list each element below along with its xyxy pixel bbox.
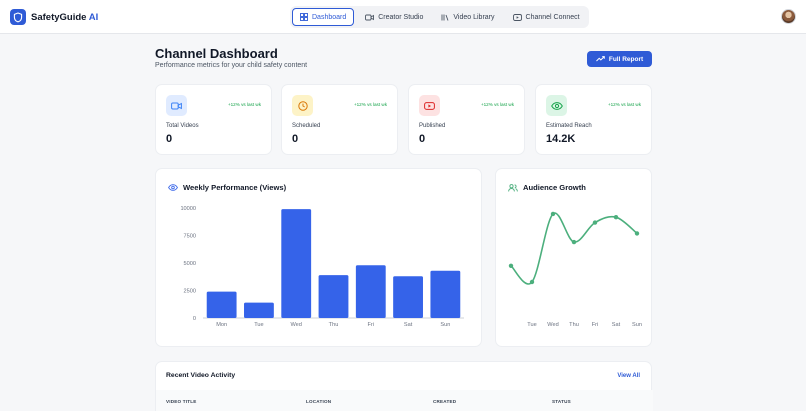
- stat-label: Scheduled: [292, 123, 321, 129]
- data-point: [508, 263, 514, 268]
- stat-card-scheduled: +12% vs last wk Scheduled 0: [281, 84, 398, 155]
- nav-video-library-label: Video Library: [453, 13, 495, 21]
- nav-dashboard-label: Dashboard: [312, 13, 347, 21]
- stat-trend: +12% vs last wk: [227, 102, 261, 107]
- video-icon: [166, 95, 187, 116]
- bar: [430, 270, 461, 318]
- x-tick-label: Tue: [254, 322, 263, 328]
- library-icon: [441, 14, 449, 21]
- avatar[interactable]: [781, 9, 796, 24]
- top-bar: SafetyGuide AI Dashboard Creator Studio …: [0, 0, 806, 34]
- stat-trend: +12% vs last wk: [480, 102, 514, 107]
- x-tick-label: Thu: [569, 322, 579, 328]
- data-point: [613, 215, 619, 220]
- data-point: [571, 239, 577, 245]
- brand-name: SafetyGuide AI: [31, 11, 99, 23]
- shield-icon: [10, 9, 26, 25]
- stat-card-estimated-reach: +12% vs last wk Estimated Reach 14.2K: [535, 84, 652, 155]
- stat-card-published: +12% vs last wk Published 0: [408, 84, 525, 155]
- column-header-status[interactable]: STATUS: [552, 399, 571, 404]
- data-point: [550, 211, 556, 217]
- x-tick-label: Fri: [592, 322, 599, 328]
- weekly-performance-card: Weekly Performance (Views) 0 2500 5000 7500…: [155, 168, 482, 347]
- weekly-performance-title: Weekly Performance (Views): [168, 183, 286, 192]
- audience-growth-title-text: Audience Growth: [523, 183, 586, 192]
- stat-label: Published: [419, 123, 446, 129]
- stat-label: Total Videos: [166, 123, 199, 129]
- bar: [281, 209, 312, 318]
- column-header-video-title[interactable]: VIDEO TITLE: [166, 399, 197, 404]
- youtube-icon: [512, 13, 522, 21]
- recent-activity-title: Recent Video Activity: [166, 372, 236, 379]
- stat-value: 0: [166, 133, 173, 145]
- stat-value: 0: [292, 133, 299, 145]
- weekly-performance-title-text: Weekly Performance (Views): [183, 183, 287, 192]
- column-header-location[interactable]: LOCATION: [306, 399, 332, 404]
- data-point: [592, 220, 598, 225]
- audience-growth-title: Audience Growth: [508, 183, 586, 192]
- x-tick-label: Sat: [404, 322, 413, 328]
- bar: [244, 302, 274, 318]
- full-report-label: Full Report: [608, 55, 644, 63]
- view-all-link[interactable]: View All: [617, 373, 640, 379]
- column-header-created[interactable]: CREATED: [433, 399, 457, 404]
- youtube-icon: [419, 95, 440, 116]
- recent-activity-card: Recent Video Activity View All VIDEO TIT…: [155, 361, 653, 411]
- nav-creator-studio-label: Creator Studio: [378, 13, 424, 21]
- stat-trend: +12% vs last wk: [353, 102, 387, 107]
- series-line: [510, 212, 638, 285]
- stat-trend: +12% vs last wk: [607, 102, 641, 107]
- eye-icon: [546, 95, 567, 116]
- x-tick-label: Sat: [612, 322, 621, 328]
- main-nav: Dashboard Creator Studio Video Library C…: [290, 6, 589, 28]
- data-point: [634, 231, 640, 236]
- bar: [318, 275, 349, 318]
- stat-value: 0: [419, 133, 426, 145]
- bar: [206, 291, 237, 318]
- x-tick-label: Tue: [527, 322, 536, 328]
- nav-video-library[interactable]: Video Library: [434, 8, 501, 26]
- clock-icon: [292, 95, 313, 116]
- x-tick-label: Sun: [440, 322, 450, 328]
- x-tick-label: Thu: [329, 322, 339, 328]
- full-report-button[interactable]: Full Report: [587, 51, 652, 67]
- bar: [393, 276, 423, 318]
- stat-card-total-videos: +12% vs last wk Total Videos 0: [155, 84, 272, 155]
- video-camera-icon: [365, 14, 375, 20]
- audience-growth-card: Audience Growth Tue Wed Thu Fri Sat Sun: [495, 168, 652, 347]
- bar: [355, 265, 386, 318]
- eye-icon: [168, 184, 178, 191]
- trending-up-icon: [595, 56, 605, 62]
- x-tick-label: Mon: [216, 322, 227, 328]
- y-tick-label: 7500: [184, 234, 196, 240]
- x-tick-label: Sun: [632, 322, 642, 328]
- nav-dashboard[interactable]: Dashboard: [292, 8, 355, 26]
- y-tick-label: 0: [193, 316, 196, 322]
- nav-channel-connect[interactable]: Channel Connect: [506, 8, 587, 26]
- stat-value: 14.2K: [546, 133, 576, 145]
- x-tick-label: Wed: [291, 322, 302, 328]
- page-subtitle: Performance metrics for your child safet…: [155, 62, 308, 69]
- y-tick-label: 2500: [184, 289, 196, 295]
- nav-channel-connect-label: Channel Connect: [525, 13, 580, 21]
- users-icon: [508, 183, 518, 191]
- y-tick-label: 10000: [180, 206, 196, 212]
- brand[interactable]: SafetyGuide AI: [10, 8, 98, 26]
- data-point: [529, 279, 535, 285]
- x-tick-label: Wed: [547, 322, 558, 328]
- page-title: Channel Dashboard: [155, 46, 278, 61]
- weekly-performance-chart: 0 2500 5000 7500 10000 Mon Tue Wed Thu Fri Sat Sun: [180, 206, 464, 328]
- nav-creator-studio[interactable]: Creator Studio: [358, 8, 430, 26]
- x-tick-label: Fri: [368, 322, 375, 328]
- stat-label: Estimated Reach: [546, 123, 592, 129]
- audience-growth-chart: Tue Wed Thu Fri Sat Sun: [508, 211, 642, 328]
- y-tick-label: 5000: [184, 261, 196, 267]
- grid-icon: [300, 13, 308, 21]
- table-header: VIDEO TITLE LOCATION CREATED STATUS: [156, 390, 653, 411]
